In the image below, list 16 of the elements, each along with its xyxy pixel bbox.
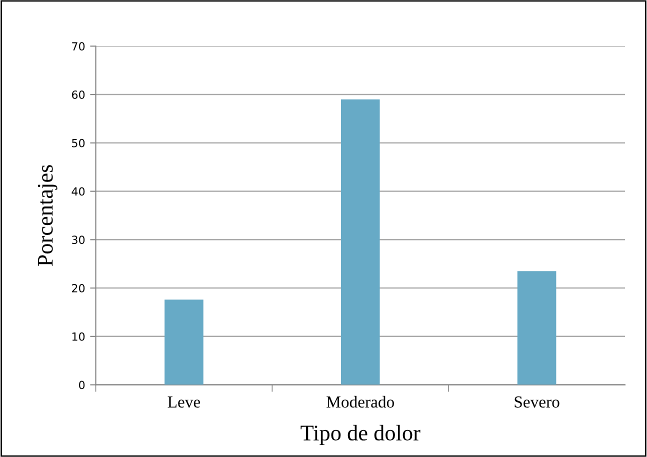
x-tick-label: Leve xyxy=(168,396,200,408)
y-tick-label: 60 xyxy=(72,90,85,99)
y-tick-label: 40 xyxy=(72,187,85,196)
x-axis-title: Tipo de dolor xyxy=(300,424,420,446)
y-tick-label: 20 xyxy=(72,284,85,292)
bar xyxy=(164,300,204,385)
x-tick-label: Severo xyxy=(514,396,560,408)
bar xyxy=(517,271,556,385)
y-tick-label: 10 xyxy=(72,332,85,341)
y-tick-label: 70 xyxy=(72,42,85,51)
y-axis-title: Porcentajes xyxy=(38,165,58,266)
y-tick-label: 30 xyxy=(72,236,85,244)
y-tick-label: 0 xyxy=(79,380,85,390)
y-tick-label: 50 xyxy=(72,138,85,148)
x-tick-label: Moderado xyxy=(326,396,394,408)
bar xyxy=(340,99,380,385)
